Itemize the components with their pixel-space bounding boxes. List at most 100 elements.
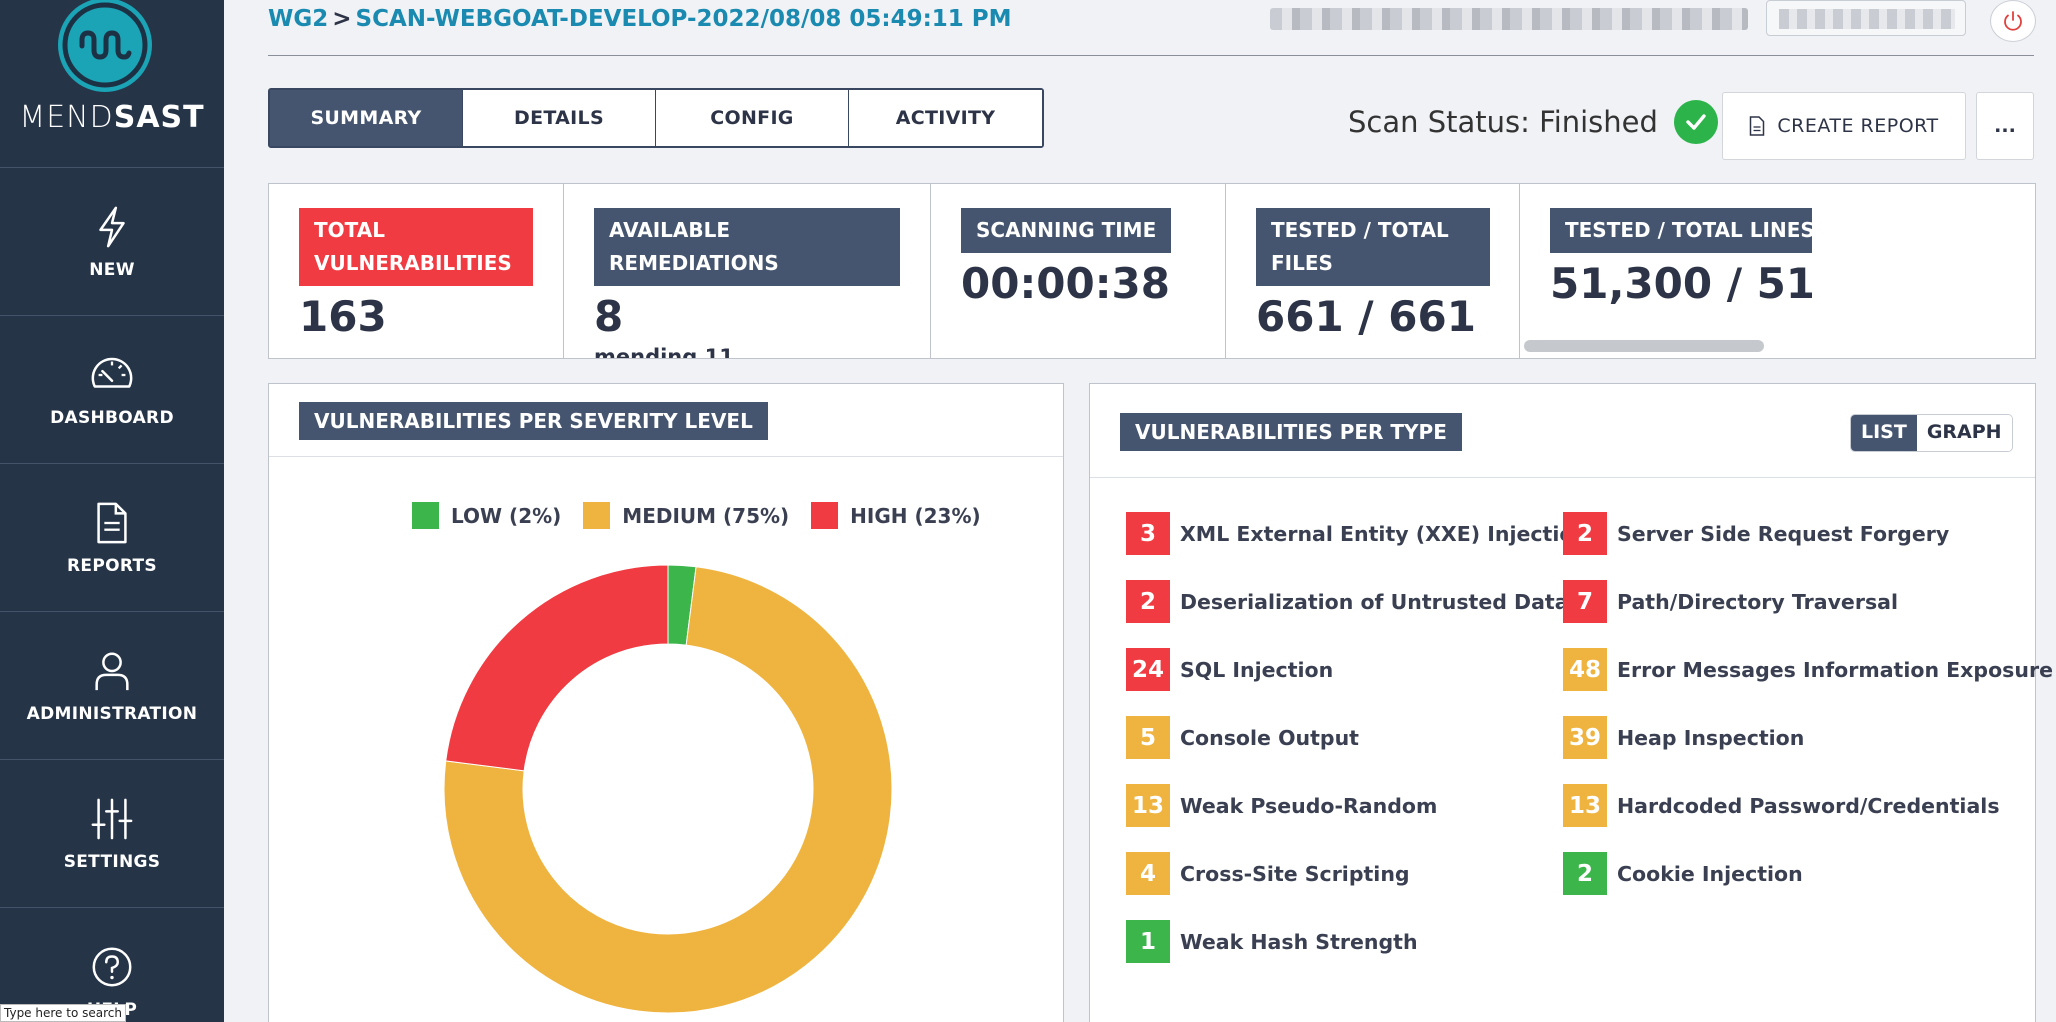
type-panel-title: VULNERABILITIES PER TYPE	[1120, 413, 1462, 451]
vulnerability-type-name: XML External Entity (XXE) Injection	[1180, 521, 1589, 546]
legend-swatch-low	[412, 502, 439, 529]
breadcrumb-separator: >	[332, 6, 352, 32]
stat-files-value: 661 / 661	[1256, 292, 1476, 341]
vulnerability-type-name: Cookie Injection	[1617, 861, 1803, 886]
donut-slice-high[interactable]	[445, 564, 669, 772]
legend-swatch-medium	[583, 502, 611, 529]
stat-remediations-value: 8	[594, 292, 624, 341]
power-icon	[2004, 11, 2022, 31]
speedometer-icon	[91, 357, 133, 388]
vulnerability-count-badge: 4	[1126, 852, 1170, 895]
vulnerability-type-item[interactable]: 1 Weak Hash Strength	[1126, 920, 1418, 963]
vulnerability-type-item[interactable]: 24 SQL Injection	[1126, 648, 1333, 691]
nav-dashboard[interactable]: DASHBOARD	[0, 316, 224, 464]
vulnerability-type-item[interactable]: 7 Path/Directory Traversal	[1563, 580, 1898, 623]
nav-administration[interactable]: ADMINISTRATION	[0, 612, 224, 760]
stat-files-label: TESTED / TOTAL FILES	[1256, 208, 1490, 286]
logo[interactable]: MENDSAST	[0, 0, 224, 168]
vulnerability-count-badge: 13	[1126, 784, 1170, 827]
vulnerability-type-item[interactable]: 2 Server Side Request Forgery	[1563, 512, 1949, 555]
vulnerability-count-badge: 7	[1563, 580, 1607, 623]
vulnerability-count-badge: 24	[1126, 648, 1170, 691]
stat-available-remediations: AVAILABLE REMEDIATIONS 8 mending 11 vuln…	[564, 184, 931, 358]
nav-new-label: NEW	[89, 259, 135, 280]
stats-bar: TOTAL VULNERABILITIES 163 AVAILABLE REMED…	[268, 183, 2036, 359]
donut-slice-medium[interactable]	[443, 566, 893, 1014]
vulnerability-type-item[interactable]: 39 Heap Inspection	[1563, 716, 1804, 759]
breadcrumb: WG2 > SCAN-WEBGOAT-DEVELOP-2022/08/08 05:4…	[268, 6, 1012, 32]
vulnerability-count-badge: 2	[1563, 852, 1607, 895]
create-report-button[interactable]: CREATE REPORT	[1722, 92, 1966, 160]
stat-remediations-sub: mending 11 vulnerabilities	[594, 345, 734, 359]
legend-swatch-high	[811, 502, 839, 529]
nav-new[interactable]: NEW	[0, 168, 224, 316]
vulnerability-type-name: Deserialization of Untrusted Data	[1180, 589, 1569, 614]
vulnerability-count-badge: 5	[1126, 716, 1170, 759]
view-toggle: LIST GRAPH	[1850, 414, 2013, 452]
stat-total-vulnerabilities-label: TOTAL VULNERABILITIES	[299, 208, 533, 286]
legend-item-high[interactable]: HIGH (23%)	[811, 502, 981, 529]
vulnerability-count-badge: 2	[1563, 512, 1607, 555]
severity-panel: VULNERABILITIES PER SEVERITY LEVEL LOW (…	[268, 383, 1064, 1022]
stat-scanning-time-label: SCANNING TIME	[961, 208, 1172, 253]
legend-item-medium[interactable]: MEDIUM (75%)	[583, 502, 789, 529]
horizontal-scrollbar[interactable]	[1524, 340, 1764, 352]
vulnerability-type-item[interactable]: 13 Hardcoded Password/Credentials	[1563, 784, 2000, 827]
vulnerability-type-item[interactable]: 2 Deserialization of Untrusted Data	[1126, 580, 1569, 623]
scan-tabs: SUMMARY DETAILS CONFIG ACTIVITY	[268, 88, 1044, 148]
legend-item-low[interactable]: LOW (2%)	[412, 502, 561, 529]
stat-scanning-time: SCANNING TIME 00:00:38	[931, 184, 1226, 358]
tab-config[interactable]: CONFIG	[656, 90, 849, 146]
nav-reports[interactable]: REPORTS	[0, 464, 224, 612]
severity-donut-chart	[443, 564, 893, 1014]
header: WG2 > SCAN-WEBGOAT-DEVELOP-2022/08/08 05:4…	[268, 0, 2036, 56]
nav-settings-label: SETTINGS	[63, 851, 161, 872]
stat-lines-label: TESTED / TOTAL LINES	[1550, 208, 1812, 253]
tab-summary[interactable]: SUMMARY	[270, 90, 463, 146]
type-panel: VULNERABILITIES PER TYPE LIST GRAPH 3 XML…	[1089, 383, 2053, 1022]
create-report-label: CREATE REPORT	[1777, 115, 1939, 137]
severity-legend: LOW (2%) MEDIUM (75%) HIGH (23%)	[412, 502, 1003, 529]
severity-panel-title: VULNERABILITIES PER SEVERITY LEVEL	[299, 402, 768, 440]
user-email-redacted	[1270, 8, 1748, 30]
stat-lines-value: 51,300 / 51,300	[1550, 259, 1812, 308]
vulnerability-count-badge: 3	[1126, 512, 1170, 555]
vulnerability-type-item[interactable]: 48 Error Messages Information Exposure	[1563, 648, 2053, 691]
nav-administration-label: ADMINISTRATION	[26, 703, 198, 724]
toggle-graph[interactable]: GRAPH	[1916, 415, 2012, 451]
vulnerability-count-badge: 2	[1126, 580, 1170, 623]
vulnerability-type-name: Weak Hash Strength	[1180, 929, 1418, 954]
lightning-icon	[99, 206, 125, 247]
vulnerability-type-name: Hardcoded Password/Credentials	[1617, 793, 2000, 818]
vulnerability-type-name: Weak Pseudo-Random	[1180, 793, 1438, 818]
stat-remediations-label: AVAILABLE REMEDIATIONS	[594, 208, 900, 286]
tab-activity[interactable]: ACTIVITY	[849, 90, 1042, 146]
breadcrumb-project[interactable]: WG2	[268, 6, 329, 32]
vulnerability-type-item[interactable]: 13 Weak Pseudo-Random	[1126, 784, 1437, 827]
taskbar-search-hint[interactable]: Type here to search	[0, 1004, 126, 1022]
scan-status: Scan Status: Finished	[1348, 100, 1718, 144]
toggle-list[interactable]: LIST	[1851, 415, 1917, 451]
tab-details[interactable]: DETAILS	[463, 90, 656, 146]
nav-dashboard-label: DASHBOARD	[50, 407, 174, 428]
vulnerability-type-name: Path/Directory Traversal	[1617, 589, 1899, 614]
logout-button[interactable]	[1990, 0, 2036, 42]
sliders-icon	[91, 798, 133, 839]
vulnerability-type-name: Heap Inspection	[1617, 725, 1805, 750]
report-file-icon	[1750, 116, 1765, 136]
vulnerability-count-badge: 1	[1126, 920, 1170, 963]
nav-settings[interactable]: SETTINGS	[0, 760, 224, 908]
help-icon	[92, 947, 132, 987]
sidebar: MENDSAST NEW DASHBOARD REPORTS ADMINISTR…	[0, 0, 224, 1022]
stat-total-vulnerabilities: TOTAL VULNERABILITIES 163	[269, 184, 564, 358]
more-options-button[interactable]: ...	[1976, 92, 2034, 160]
vulnerability-type-name: Console Output	[1180, 725, 1359, 750]
stat-tested-files: TESTED / TOTAL FILES 661 / 661	[1226, 184, 1520, 358]
vulnerability-type-item[interactable]: 4 Cross-Site Scripting	[1126, 852, 1410, 895]
vulnerability-type-item[interactable]: 5 Console Output	[1126, 716, 1359, 759]
vulnerability-type-item[interactable]: 2 Cookie Injection	[1563, 852, 1803, 895]
check-icon	[1673, 100, 1718, 144]
organization-select[interactable]	[1766, 0, 1966, 36]
vulnerability-type-item[interactable]: 3 XML External Entity (XXE) Injection	[1126, 512, 1588, 555]
nav-reports-label: REPORTS	[67, 555, 157, 576]
